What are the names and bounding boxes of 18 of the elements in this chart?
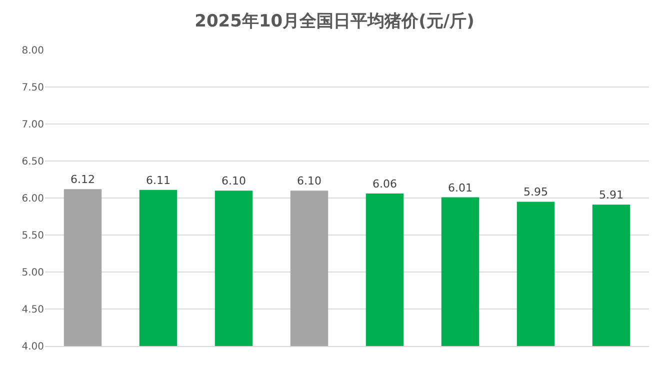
data-label: 5.91 <box>599 188 624 202</box>
y-tick-label: 4.50 <box>22 304 44 316</box>
y-tick-label: 7.00 <box>22 120 44 130</box>
data-label: 6.06 <box>372 178 398 191</box>
data-label: 6.01 <box>448 181 473 194</box>
data-label: 6.11 <box>146 174 171 187</box>
y-tick-label: 6.00 <box>22 194 44 204</box>
data-label: 5.95 <box>524 186 548 199</box>
data-label: 6.12 <box>70 173 96 186</box>
y-tick-label: 7.50 <box>22 82 44 94</box>
y-tick-label: 8.00 <box>22 46 44 56</box>
y-tick-label: 5.00 <box>22 268 44 278</box>
y-tick-label: 4.00 <box>22 342 44 352</box>
y-tick-label: 6.50 <box>22 156 44 168</box>
y-tick-label: 5.50 <box>22 230 44 242</box>
chart-title: 2025年10月全国日平均猪价(元/斤) <box>194 12 474 32</box>
data-label: 6.10 <box>297 174 322 188</box>
data-label: 6.10 <box>222 174 246 188</box>
